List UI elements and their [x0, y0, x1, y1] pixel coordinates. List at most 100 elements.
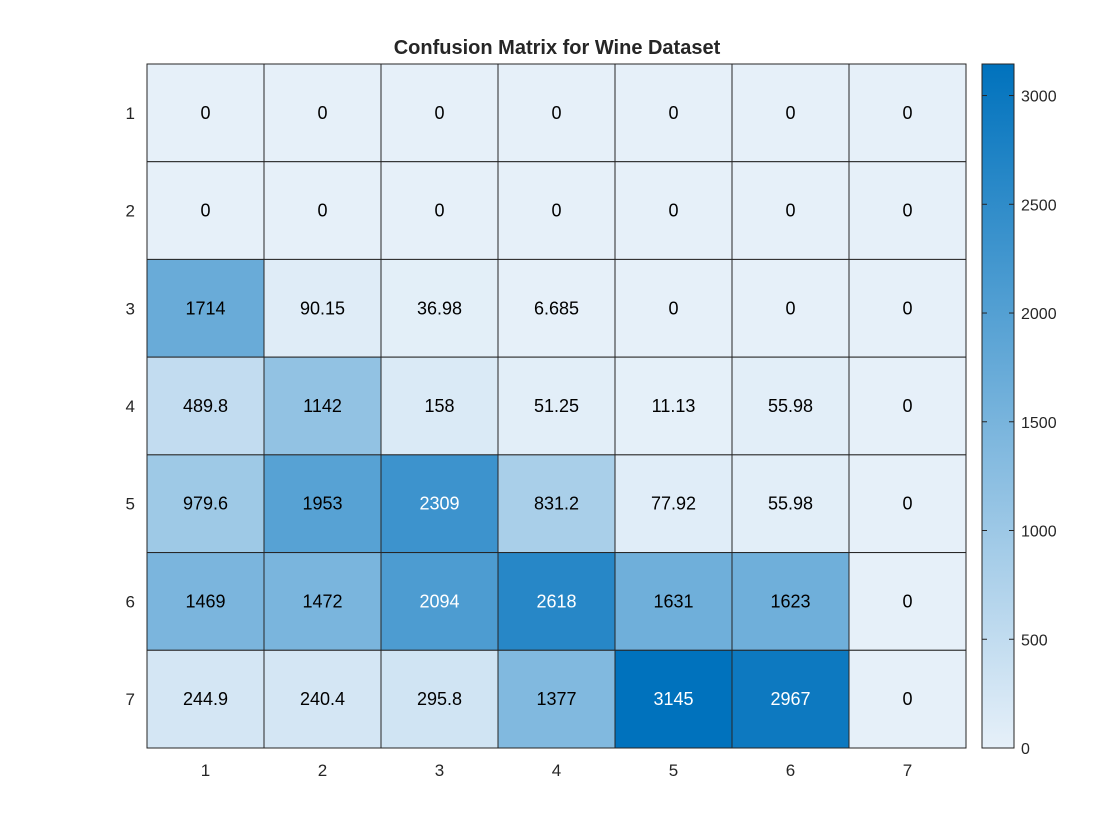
cell-value-label: 1953 [302, 494, 342, 514]
heatmap-cell [614, 552, 733, 651]
cell-value-label: 0 [200, 201, 210, 221]
heatmap-cell [848, 356, 967, 456]
cell-value-label: 77.92 [651, 494, 696, 514]
heatmap-cell [848, 161, 967, 260]
cell-value-label: 11.13 [652, 396, 696, 416]
heatmap-cells: 0 0 0 0 0 0 0 0 0 0 0 0 0 0 1714 90.15 36.98 6.685 0 0 0 489.… [146, 63, 967, 749]
heatmap-cell [263, 258, 382, 358]
heatmap-cell [614, 63, 733, 163]
y-tick-label: 1 [126, 104, 135, 123]
colorbar-tick-label: 3000 [1021, 89, 1057, 106]
cell-value-label: 90.15 [300, 298, 345, 318]
heatmap-cell [146, 649, 265, 749]
cell-value-label: 3145 [653, 689, 693, 709]
cell-value-label: 51.25 [534, 396, 579, 416]
colorbar-tick-label: 1000 [1021, 524, 1057, 541]
heatmap-cell [146, 161, 265, 260]
y-tick-label: 3 [126, 299, 135, 318]
cell-value-label: 2967 [770, 689, 810, 709]
cell-value-label: 0 [902, 298, 912, 318]
x-axis-ticks: 1 2 3 4 5 6 7 [201, 761, 912, 780]
y-tick-label: 4 [126, 397, 135, 416]
heatmap-cell [380, 454, 499, 554]
cell-value-label: 2618 [536, 591, 576, 611]
heatmap-cell [731, 356, 850, 456]
cell-value-label: 1623 [770, 591, 810, 611]
cell-value-label: 0 [317, 103, 327, 123]
cell-value-label: 0 [434, 201, 444, 221]
heatmap-cell [263, 552, 382, 651]
colorbar-tick-label: 1500 [1021, 415, 1057, 432]
x-tick-label: 7 [903, 761, 912, 780]
cell-value-label: 0 [551, 103, 561, 123]
y-axis-ticks: 1 2 3 4 5 6 7 [126, 104, 135, 709]
colorbar-tick-label: 2000 [1021, 306, 1057, 323]
heatmap-cell [263, 63, 382, 163]
cell-value-label: 295.8 [417, 689, 462, 709]
colorbar-tick-label: 0 [1021, 741, 1030, 758]
heatmap-cell [146, 454, 265, 554]
cell-value-label: 2094 [419, 591, 459, 611]
x-tick-label: 2 [318, 761, 327, 780]
colorbar-tick-label: 2500 [1021, 197, 1057, 214]
y-tick-label: 7 [126, 690, 135, 709]
cell-value-label: 0 [785, 201, 795, 221]
heatmap-cell [848, 454, 967, 554]
cell-value-label: 55.98 [768, 494, 813, 514]
cell-value-label: 0 [668, 298, 678, 318]
cell-value-label: 0 [902, 103, 912, 123]
cell-value-label: 158 [424, 396, 454, 416]
cell-value-label: 1469 [185, 591, 225, 611]
y-tick-label: 2 [126, 202, 135, 221]
cell-value-label: 0 [668, 103, 678, 123]
cell-value-label: 1142 [303, 396, 342, 416]
heatmap-cell [263, 356, 382, 456]
cell-value-label: 1714 [185, 298, 225, 318]
cell-value-label: 55.98 [768, 396, 813, 416]
y-tick-label: 6 [126, 592, 135, 611]
cell-value-label: 244.9 [183, 689, 228, 709]
heatmap-cell [146, 63, 265, 163]
x-tick-label: 4 [552, 761, 561, 780]
heatmap-cell [146, 258, 265, 358]
cell-value-label: 240.4 [300, 689, 345, 709]
cell-value-label: 0 [785, 103, 795, 123]
chart-title: Confusion Matrix for Wine Dataset [394, 37, 721, 59]
heatmap-cell [731, 161, 850, 260]
heatmap-cell [380, 161, 499, 260]
heatmap-cell [497, 649, 616, 749]
cell-value-label: 0 [785, 298, 795, 318]
heatmap-cell [848, 258, 967, 358]
heatmap-cell [848, 552, 967, 651]
cell-value-label: 0 [200, 103, 210, 123]
heatmap-cell [731, 63, 850, 163]
cell-value-label: 0 [551, 201, 561, 221]
x-tick-label: 6 [786, 761, 795, 780]
heatmap-cell [380, 649, 499, 749]
cell-value-label: 2309 [419, 494, 459, 514]
cell-value-label: 831.2 [534, 494, 579, 514]
cell-value-label: 0 [902, 494, 912, 514]
heatmap-cell [380, 552, 499, 651]
heatmap-cell [731, 649, 850, 749]
x-tick-label: 1 [201, 761, 210, 780]
cell-value-label: 0 [902, 591, 912, 611]
heatmap-cell [614, 258, 733, 358]
y-tick-label: 5 [126, 495, 135, 514]
cell-value-label: 0 [902, 396, 912, 416]
cell-value-label: 0 [902, 201, 912, 221]
cell-value-label: 979.6 [183, 494, 228, 514]
heatmap-cell [614, 161, 733, 260]
heatmap-cell [497, 356, 616, 456]
heatmap-cell [497, 63, 616, 163]
cell-value-label: 489.8 [183, 396, 228, 416]
x-tick-label: 3 [435, 761, 444, 780]
heatmap-cell [146, 552, 265, 651]
heatmap-cell [614, 649, 733, 749]
cell-value-label: 0 [902, 689, 912, 709]
heatmap-cell [848, 649, 967, 749]
heatmap-cell [497, 552, 616, 651]
cell-value-label: 1472 [302, 591, 342, 611]
